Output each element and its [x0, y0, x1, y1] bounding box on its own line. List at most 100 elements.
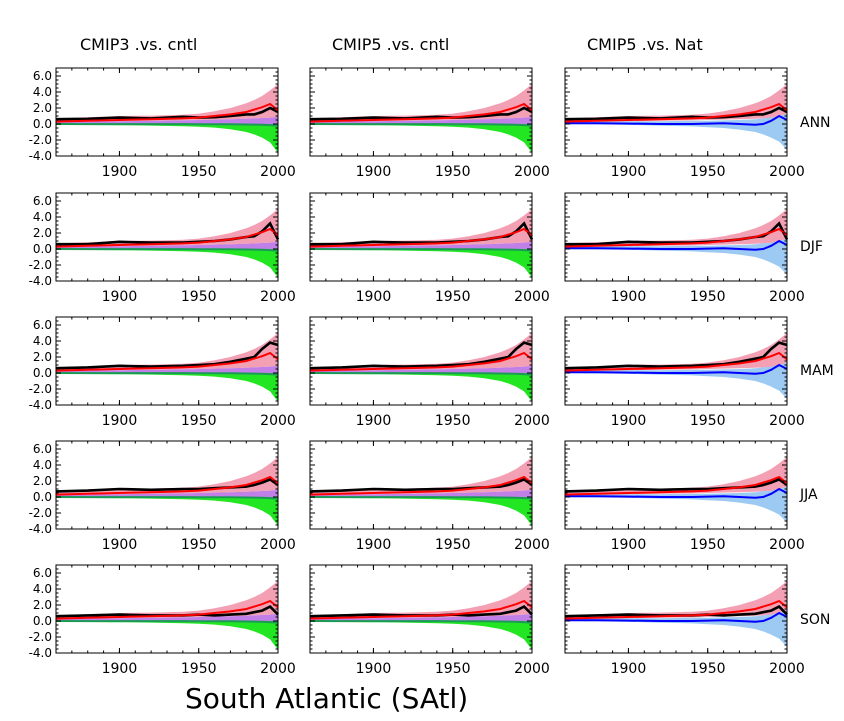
forced-spread-band [565, 209, 787, 247]
x-tick-label: 1950 [435, 661, 471, 677]
x-tick-label: 1900 [356, 413, 392, 429]
y-tick-label: -2.0 [29, 506, 52, 520]
control-line [309, 123, 533, 127]
control-line [309, 248, 533, 252]
x-tick-label: 1950 [181, 661, 217, 677]
y-tick-label: 2.0 [33, 101, 52, 115]
overlap-band [56, 489, 278, 497]
y-tick-label: 6.0 [33, 194, 52, 208]
overlap-band [56, 241, 278, 249]
observed-line [55, 106, 279, 121]
control-spread-band [310, 621, 532, 650]
panel-son-1: 6.0 4.0 2.0 0.0 -2.0 -4.0 1900 1950 2000 [29, 564, 296, 677]
x-tick-label: 1900 [356, 661, 392, 677]
control-line [309, 496, 533, 500]
x-tick-label: 1950 [181, 164, 217, 180]
x-tick-label: 2000 [769, 164, 805, 180]
y-tick-label: 4.0 [33, 85, 52, 99]
x-tick-label: 1950 [181, 413, 217, 429]
x-tick-label: 1950 [181, 289, 217, 305]
panel-mam-2: 1900 1950 2000 [309, 316, 550, 429]
observed-line [564, 106, 788, 121]
overlap-band [310, 489, 532, 497]
x-tick-label: 1950 [690, 289, 726, 305]
control-spread-band [310, 373, 532, 402]
row-label: SON [800, 612, 830, 628]
y-tick-label: -4.0 [29, 398, 52, 412]
panel-mam-3: 1900 1950 2000 [564, 316, 805, 429]
forced-mean-line [564, 227, 788, 248]
overlap-band [310, 365, 532, 373]
y-tick-label: 0.0 [33, 490, 52, 504]
forced-spread-band [56, 457, 278, 495]
y-tick-label: 4.0 [33, 582, 52, 596]
overlap-band [56, 116, 278, 124]
forced-spread-band [310, 209, 532, 247]
forced-mean-line [309, 475, 533, 496]
y-tick-label: 2.0 [33, 226, 52, 240]
observed-line [309, 605, 533, 618]
x-tick-label: 1950 [435, 537, 471, 553]
column-title: CMIP5 .vs. cntl [332, 35, 449, 54]
y-tick-label: 2.0 [33, 350, 52, 364]
control-line [55, 248, 279, 252]
observed-line [564, 605, 788, 618]
x-tick-label: 1900 [611, 289, 647, 305]
x-tick-label: 1900 [102, 289, 138, 305]
observed-line [309, 106, 533, 121]
overlap-band [56, 613, 278, 621]
panel-djf-3: 1900 1950 2000 [564, 192, 805, 305]
forced-spread-band [565, 333, 787, 371]
forced-mean-line [564, 475, 788, 496]
y-tick-label: 2.0 [33, 474, 52, 488]
control-line [55, 372, 279, 376]
x-tick-label: 2000 [260, 661, 296, 677]
column-title: CMIP5 .vs. Nat [587, 35, 703, 54]
control-spread-band [56, 124, 278, 153]
x-tick-label: 2000 [514, 413, 550, 429]
forced-spread-band [310, 581, 532, 619]
panel-djf-2: 1900 1950 2000 [309, 192, 550, 305]
y-tick-label: -4.0 [29, 646, 52, 660]
x-tick-label: 2000 [514, 537, 550, 553]
forced-mean-line [309, 599, 533, 620]
y-tick-label: -2.0 [29, 382, 52, 396]
panel-ann-2: 1900 1950 2000 [309, 67, 550, 180]
x-tick-label: 1900 [102, 537, 138, 553]
control-line [55, 620, 279, 624]
x-tick-label: 2000 [260, 537, 296, 553]
forced-spread-band [565, 84, 787, 122]
x-tick-label: 1900 [102, 164, 138, 180]
natural-mean-line [565, 611, 788, 623]
natural-mean-line [565, 114, 788, 126]
row-label: JJA [799, 487, 818, 503]
x-tick-label: 1950 [181, 537, 217, 553]
forced-mean-line [55, 351, 279, 372]
y-tick-label: 0.0 [33, 366, 52, 380]
overlap-band [310, 116, 532, 124]
y-tick-label: -4.0 [29, 522, 52, 536]
panel-jja-1: 6.0 4.0 2.0 0.0 -2.0 -4.0 1900 1950 2000 [29, 440, 296, 553]
x-tick-label: 1950 [690, 661, 726, 677]
row-label: MAM [800, 363, 834, 379]
y-tick-label: 6.0 [33, 442, 52, 456]
panel-ann-3: 1900 1950 2000 [564, 67, 805, 180]
x-tick-label: 1950 [690, 164, 726, 180]
forced-spread-band [56, 581, 278, 619]
control-spread-band [310, 497, 532, 526]
control-line [55, 123, 279, 127]
forced-spread-band [310, 333, 532, 371]
forced-spread-band [565, 457, 787, 495]
x-tick-label: 2000 [769, 661, 805, 677]
y-tick-label: 6.0 [33, 566, 52, 580]
control-spread-band [56, 373, 278, 402]
y-tick-label: -2.0 [29, 630, 52, 644]
x-tick-label: 2000 [514, 661, 550, 677]
y-tick-label: 4.0 [33, 334, 52, 348]
y-tick-label: 6.0 [33, 69, 52, 83]
observed-line [55, 605, 279, 618]
forced-mean-line [564, 599, 788, 620]
x-tick-label: 1900 [102, 413, 138, 429]
y-tick-label: 0.0 [33, 242, 52, 256]
